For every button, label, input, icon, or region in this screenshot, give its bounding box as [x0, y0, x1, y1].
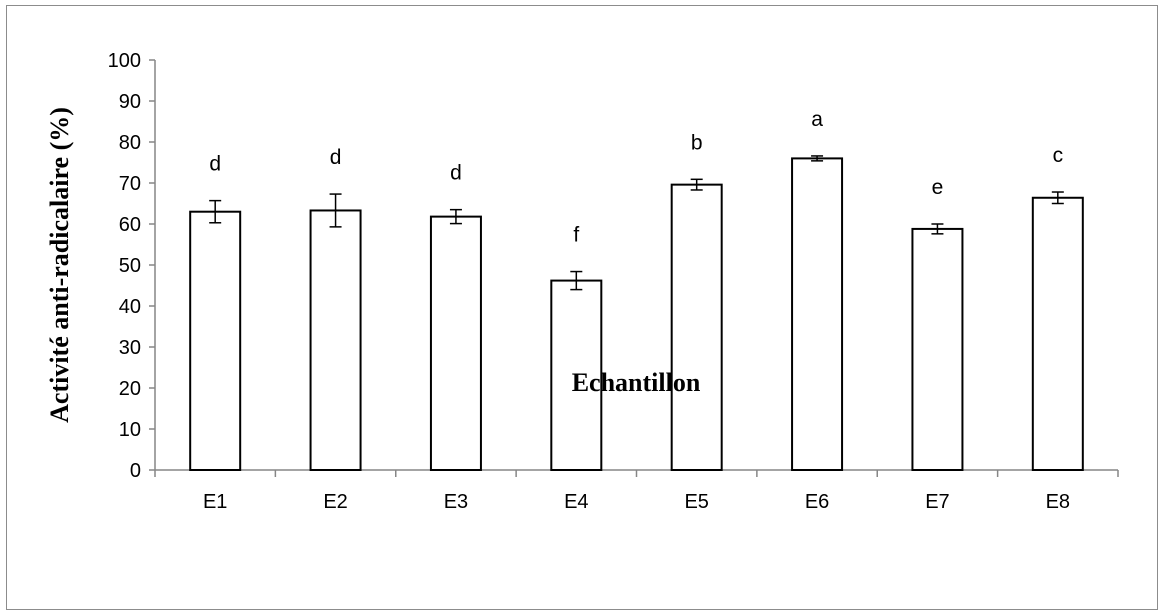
- error-bar-e3: [449, 208, 462, 225]
- error-bar-e7: [931, 223, 944, 235]
- y-tick-label: 40: [119, 296, 141, 318]
- x-axis-title: Echantillon: [572, 368, 701, 397]
- y-tick-label: 90: [119, 91, 141, 113]
- y-tick-label: 100: [108, 50, 141, 72]
- y-tick-label: 70: [119, 173, 141, 195]
- bar-e8: [1031, 196, 1084, 471]
- y-tick-label: 80: [119, 132, 141, 154]
- significance-letter-e2: d: [330, 146, 342, 169]
- x-tick-label: E5: [684, 491, 708, 513]
- y-tick-label: 20: [119, 378, 141, 400]
- bar-e7: [911, 227, 964, 471]
- x-tick-label: E2: [323, 491, 347, 513]
- x-tick-label: E1: [203, 491, 227, 513]
- y-tick-label: 30: [119, 337, 141, 359]
- significance-letter-e5: b: [691, 131, 703, 154]
- bar-e6: [791, 157, 844, 471]
- bars: [189, 157, 1084, 471]
- error-bar-e4: [570, 270, 583, 291]
- x-tick-label: E3: [444, 491, 468, 513]
- y-tick-label: 10: [119, 419, 141, 441]
- y-tick-label: 0: [130, 460, 141, 482]
- error-bar-e2: [329, 193, 342, 228]
- x-tick-label: E8: [1046, 491, 1070, 513]
- significance-letter-e8: c: [1053, 144, 1064, 167]
- x-tick-label: E7: [925, 491, 949, 513]
- significance-letter-e7: e: [932, 176, 944, 199]
- y-tick-label: 60: [119, 214, 141, 236]
- error-bar-e5: [690, 178, 703, 191]
- error-bar-e6: [811, 155, 824, 162]
- error-bar-e1: [209, 199, 222, 224]
- y-tick-label: 50: [119, 255, 141, 277]
- y-axis-title: Activité anti-radicalaire (%): [45, 107, 74, 423]
- bar-e1: [189, 210, 242, 471]
- error-bar-e8: [1051, 191, 1064, 205]
- significance-letter-e3: d: [450, 162, 462, 185]
- bar-e3: [429, 215, 482, 471]
- significance-letter-e1: d: [209, 153, 221, 176]
- x-tick-label: E4: [564, 491, 588, 513]
- significance-letter-e4: f: [573, 224, 579, 247]
- error-bars: [209, 155, 1064, 291]
- bar-e2: [309, 209, 362, 471]
- bar-e5: [670, 183, 723, 471]
- significance-letters: d d d f b a e c: [209, 108, 1063, 247]
- y-axis: 0 10 20 30 40 50 60 70 80 90 100: [108, 50, 156, 482]
- x-axis: E1 E2 E3 E4 E5 E6 E7 E8: [154, 469, 1119, 513]
- significance-letter-e6: a: [811, 108, 823, 131]
- x-tick-label: E6: [805, 491, 829, 513]
